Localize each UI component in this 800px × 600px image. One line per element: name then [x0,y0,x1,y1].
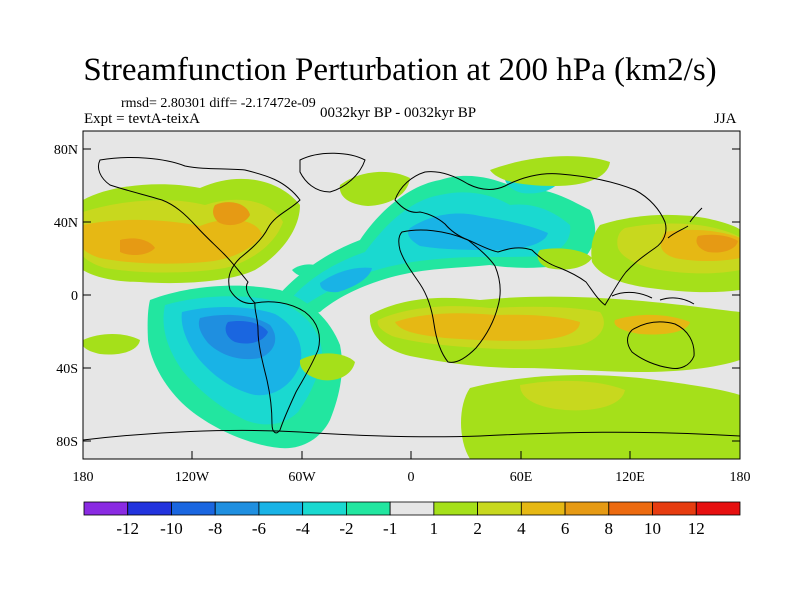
field-region [490,156,610,186]
lon-label: 60E [510,470,533,485]
stats-line: rmsd= 2.80301 diff= -2.17472e-09 [121,96,316,111]
colorbar-label: -1 [383,519,397,538]
field-region [339,171,410,206]
chart-title: Streamfunction Perturbation at 200 hPa (… [83,52,717,88]
colorbar-label: 4 [517,519,526,538]
lat-label: 40N [54,216,78,231]
coastline-indonesia [611,291,695,305]
lon-label: 120W [175,470,210,485]
colorbar-label: -8 [208,519,222,538]
colorbar-labels: -12 -10 -8 -6 -4 -2 -1 1 2 4 6 8 10 12 [116,519,704,538]
colorbar-box [345,501,391,516]
colorbar-box [608,501,653,516]
coastline-japan [667,207,703,239]
field-region [696,234,738,253]
coastline-africa [398,229,501,363]
colorbar-box [695,501,741,516]
lon-label: 60W [288,470,316,485]
lat-label: 80S [56,435,78,450]
colorbar-box [258,501,304,516]
colorbar-box [652,501,697,516]
coastline-north-america [97,157,301,304]
colorbar-box [127,501,172,516]
lat-label: 80N [54,143,78,158]
lat-label: 40S [56,362,78,377]
colorbar-box [433,501,478,516]
colorbar [83,501,741,516]
coastline-south-america [254,301,320,434]
coastline-greenland [299,152,366,193]
colorbar-label: -2 [339,519,353,538]
colorbar-label: 8 [605,519,614,538]
colorbar-label: -4 [296,519,311,538]
colorbar-box [83,501,129,516]
lat-label: 0 [71,289,78,304]
colorbar-box [389,501,435,516]
colorbar-label: -10 [160,519,183,538]
season-label: JJA [714,111,737,127]
colorbar-label: 2 [473,519,482,538]
lon-label: 180 [730,470,751,485]
colorbar-label: -12 [116,519,139,538]
lon-label: 120E [615,470,645,485]
field-region [83,334,140,355]
colorbar-box [564,501,610,516]
colorbar-label: 12 [688,519,705,538]
map-field [83,131,740,459]
colorbar-box [520,501,566,516]
field-region [120,238,155,256]
colorbar-label: -6 [252,519,266,538]
field-region [320,267,372,293]
colorbar-label: 6 [561,519,570,538]
colorbar-box [214,501,260,516]
field-region [213,202,250,226]
colorbar-box [171,501,216,516]
period-label: 0032kyr BP - 0032kyr BP [320,105,477,121]
colorbar-label: 1 [430,519,439,538]
lon-labels: 180 120W 60W 0 60E 120E 180 [73,470,751,485]
experiment-label: Expt = tevtA-teixA [84,111,200,127]
coastlines [83,152,740,441]
lon-label: 0 [408,470,415,485]
lon-label: 180 [73,470,94,485]
colorbar-label: 10 [644,519,661,538]
colorbar-box [302,501,347,516]
coastline-antarctica [83,429,740,441]
lat-labels: 80N 40N 0 40S 80S [54,143,78,450]
field-region [520,380,625,411]
axis-ticks [83,148,740,459]
coastline-australia [627,321,695,369]
field-region [395,313,580,341]
colorbar-box [477,501,522,516]
